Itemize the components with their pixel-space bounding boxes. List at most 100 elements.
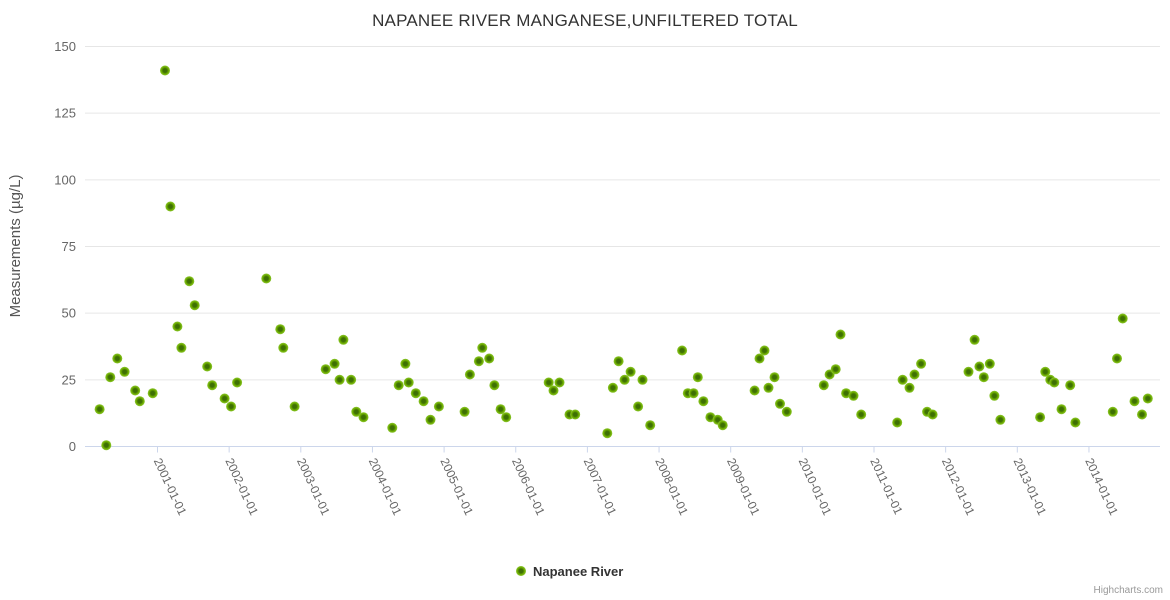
data-point[interactable] [1112,353,1122,364]
data-point[interactable] [184,276,195,287]
data-point[interactable] [176,342,187,353]
data-point[interactable] [916,358,927,369]
data-point[interactable] [781,406,792,417]
data-point[interactable] [759,345,770,356]
data-point[interactable] [602,428,613,439]
data-point[interactable] [464,369,475,380]
data-point[interactable] [358,412,369,423]
data-point[interactable] [619,374,630,385]
data-point[interactable] [625,366,636,377]
legend-item[interactable]: Napanee River [516,564,623,579]
data-point[interactable] [835,329,846,340]
data-point[interactable] [189,300,200,311]
data-point[interactable] [763,382,774,393]
data-point[interactable] [119,366,130,377]
data-point[interactable] [904,382,915,393]
data-point[interactable] [830,364,841,375]
data-point[interactable] [927,409,938,420]
data-point[interactable] [1065,380,1076,391]
data-point[interactable] [484,353,495,364]
data-point[interactable] [637,374,648,385]
data-point[interactable] [613,356,624,367]
data-point[interactable] [892,417,903,428]
data-point[interactable] [387,422,398,433]
data-point[interactable] [1070,417,1081,428]
data-point[interactable] [329,358,340,369]
data-point[interactable] [995,414,1006,425]
data-point[interactable] [232,377,243,388]
data-point[interactable] [346,374,357,385]
data-point[interactable] [338,334,349,345]
data-point[interactable] [717,420,728,431]
data-point[interactable] [105,372,116,383]
data-point[interactable] [501,412,512,423]
data-point[interactable] [978,372,989,383]
data-point[interactable] [1107,406,1118,417]
data-point[interactable] [1129,396,1140,407]
data-point[interactable] [848,390,859,401]
data-point[interactable] [134,396,145,407]
data-point[interactable] [94,404,105,415]
data-point[interactable] [698,396,709,407]
data-point[interactable] [351,406,362,417]
data-point[interactable] [688,388,699,399]
data-point[interactable] [130,385,141,396]
data-point[interactable] [334,374,345,385]
data-point[interactable] [400,358,411,369]
data-point[interactable] [410,388,421,399]
data-point[interactable] [749,385,760,396]
data-point[interactable] [633,401,644,412]
data-point[interactable] [909,369,920,380]
data-point[interactable] [1049,377,1060,388]
data-point[interactable] [543,377,554,388]
data-point[interactable] [607,382,618,393]
data-point[interactable] [548,385,559,396]
data-point[interactable] [963,366,974,377]
data-point[interactable] [1142,393,1153,404]
data-point[interactable] [219,393,230,404]
data-point[interactable] [1137,409,1147,420]
data-point[interactable] [775,398,785,409]
data-point[interactable] [818,380,829,391]
data-point[interactable] [570,409,581,420]
data-point[interactable] [425,414,436,425]
data-point[interactable] [261,273,272,284]
data-point[interactable] [645,420,656,431]
data-point[interactable] [459,406,470,417]
data-point[interactable] [677,345,688,356]
data-point[interactable] [969,334,980,345]
data-point[interactable] [112,353,123,364]
data-point[interactable] [856,409,867,420]
data-point[interactable] [278,342,289,353]
data-point[interactable] [489,380,500,391]
data-point[interactable] [202,361,213,372]
data-point[interactable] [897,374,908,385]
data-point[interactable] [275,324,286,335]
data-point[interactable] [554,377,565,388]
data-point[interactable] [984,358,995,369]
data-point[interactable] [393,380,404,391]
data-point[interactable] [1035,412,1046,423]
highcharts-credit[interactable]: Highcharts.com [1094,585,1163,596]
data-point[interactable] [101,440,112,451]
data-point[interactable] [989,390,1000,401]
data-point[interactable] [320,364,331,375]
data-point[interactable] [754,353,765,364]
data-point[interactable] [289,401,300,412]
data-point[interactable] [1056,404,1067,415]
data-point[interactable] [207,380,218,391]
data-point[interactable] [1040,366,1051,377]
data-point[interactable] [473,356,484,367]
data-point[interactable] [172,321,183,332]
data-point[interactable] [418,396,429,407]
data-point[interactable] [477,342,488,353]
data-point[interactable] [1117,313,1128,324]
data-point[interactable] [160,65,170,76]
data-point[interactable] [974,361,985,372]
data-point[interactable] [769,372,780,383]
data-point[interactable] [692,372,703,383]
data-point[interactable] [495,404,506,415]
data-point[interactable] [433,401,444,412]
data-point[interactable] [403,377,414,388]
data-point[interactable] [165,201,176,212]
